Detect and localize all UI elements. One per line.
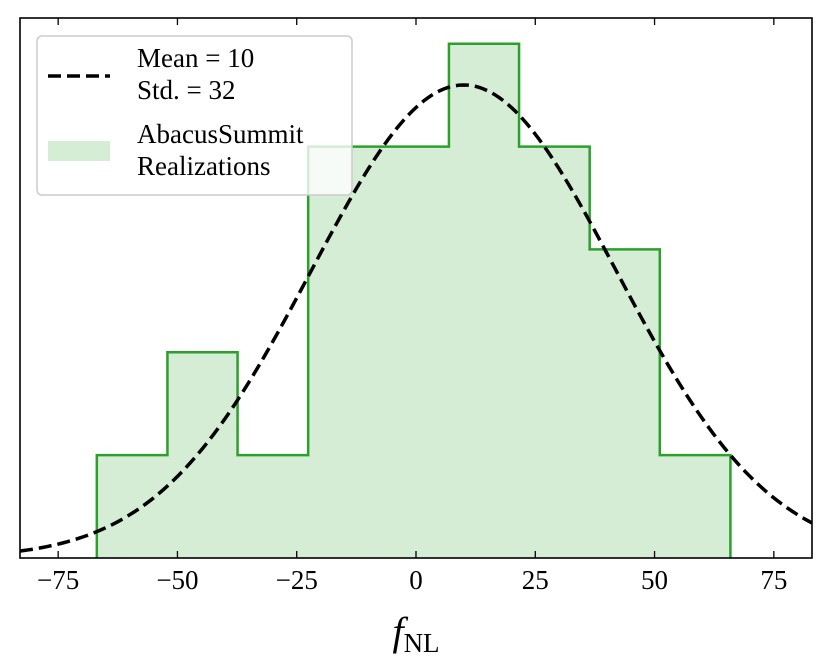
legend-label: Std. = 32: [137, 75, 236, 105]
legend-label: Mean = 10: [137, 43, 254, 73]
histogram-bar: [378, 146, 449, 559]
x-tick-label: 25: [522, 565, 549, 595]
histogram-bar: [96, 455, 168, 558]
x-label-sub: NL: [404, 628, 440, 658]
histogram-bar: [448, 43, 520, 558]
histogram-bar: [519, 146, 590, 559]
x-tick-label: −50: [156, 565, 198, 595]
x-tick-label: −75: [37, 565, 79, 595]
x-axis-label: fNL: [392, 609, 439, 658]
histogram-bar: [308, 146, 379, 559]
x-tick-label: −25: [276, 565, 318, 595]
legend-label: Realizations: [137, 151, 270, 181]
x-tick-label: 50: [641, 565, 668, 595]
histogram-outline: [95, 42, 732, 558]
legend-box: [36, 35, 353, 196]
x-tick-label: 75: [760, 565, 787, 595]
histogram-bar: [659, 455, 731, 558]
histogram-bar: [167, 352, 238, 558]
legend-swatch-hist: [48, 141, 110, 161]
gaussian-curve: [20, 83, 812, 553]
histogram-bar: [589, 249, 660, 558]
x-tick-label: 0: [409, 565, 423, 595]
histogram-bar: [237, 455, 309, 558]
legend-label: AbacusSummit: [137, 119, 304, 149]
